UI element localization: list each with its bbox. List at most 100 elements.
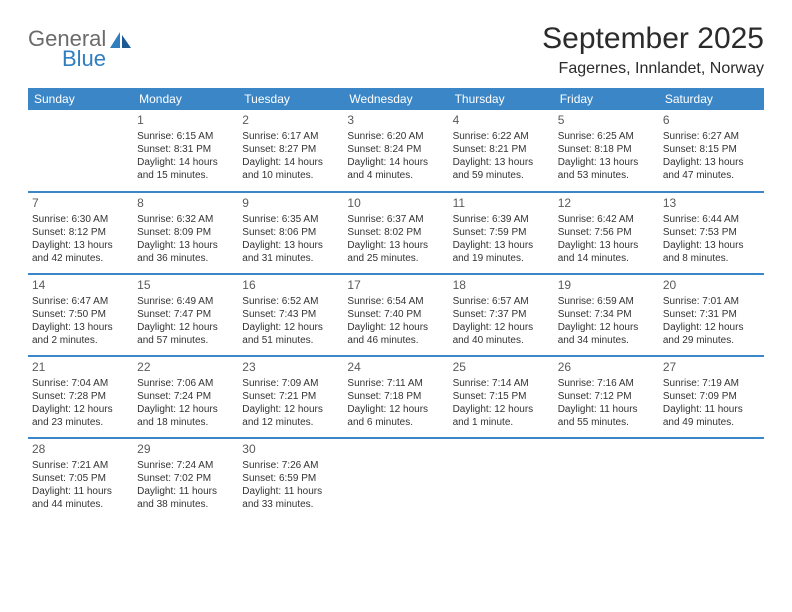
day-number: 8 <box>137 196 234 212</box>
col-saturday: Saturday <box>659 88 764 110</box>
sunset-text: Sunset: 7:34 PM <box>558 308 655 321</box>
daylight-text: Daylight: 11 hours and 55 minutes. <box>558 403 655 429</box>
sunrise-text: Sunrise: 7:11 AM <box>347 377 444 390</box>
sunrise-text: Sunrise: 6:30 AM <box>32 213 129 226</box>
daylight-text: Daylight: 13 hours and 25 minutes. <box>347 239 444 265</box>
daylight-text: Daylight: 13 hours and 8 minutes. <box>663 239 760 265</box>
sunrise-text: Sunrise: 6:32 AM <box>137 213 234 226</box>
day-cell: 13Sunrise: 6:44 AMSunset: 7:53 PMDayligh… <box>659 192 764 274</box>
sunset-text: Sunset: 8:24 PM <box>347 143 444 156</box>
day-cell: 8Sunrise: 6:32 AMSunset: 8:09 PMDaylight… <box>133 192 238 274</box>
daylight-text: Daylight: 12 hours and 46 minutes. <box>347 321 444 347</box>
sunset-text: Sunset: 7:50 PM <box>32 308 129 321</box>
day-number: 15 <box>137 278 234 294</box>
day-cell: 9Sunrise: 6:35 AMSunset: 8:06 PMDaylight… <box>238 192 343 274</box>
sunset-text: Sunset: 7:43 PM <box>242 308 339 321</box>
logo-text: General Blue <box>28 28 106 70</box>
day-cell: 19Sunrise: 6:59 AMSunset: 7:34 PMDayligh… <box>554 274 659 356</box>
daylight-text: Daylight: 11 hours and 33 minutes. <box>242 485 339 511</box>
logo-word-2: Blue <box>62 48 106 70</box>
day-number: 23 <box>242 360 339 376</box>
day-cell <box>28 110 133 192</box>
header: General Blue September 2025 Fagernes, In… <box>28 22 764 78</box>
day-number: 30 <box>242 442 339 458</box>
sunrise-text: Sunrise: 6:27 AM <box>663 130 760 143</box>
sunrise-text: Sunrise: 6:59 AM <box>558 295 655 308</box>
day-cell: 17Sunrise: 6:54 AMSunset: 7:40 PMDayligh… <box>343 274 448 356</box>
day-number: 10 <box>347 196 444 212</box>
sunrise-text: Sunrise: 6:57 AM <box>453 295 550 308</box>
sunset-text: Sunset: 7:53 PM <box>663 226 760 239</box>
day-number: 6 <box>663 113 760 129</box>
daylight-text: Daylight: 12 hours and 18 minutes. <box>137 403 234 429</box>
sunset-text: Sunset: 7:18 PM <box>347 390 444 403</box>
sunset-text: Sunset: 8:06 PM <box>242 226 339 239</box>
day-cell: 27Sunrise: 7:19 AMSunset: 7:09 PMDayligh… <box>659 356 764 438</box>
col-monday: Monday <box>133 88 238 110</box>
daylight-text: Daylight: 13 hours and 2 minutes. <box>32 321 129 347</box>
day-cell: 24Sunrise: 7:11 AMSunset: 7:18 PMDayligh… <box>343 356 448 438</box>
col-tuesday: Tuesday <box>238 88 343 110</box>
week-row: 21Sunrise: 7:04 AMSunset: 7:28 PMDayligh… <box>28 356 764 438</box>
sunrise-text: Sunrise: 6:47 AM <box>32 295 129 308</box>
daylight-text: Daylight: 11 hours and 49 minutes. <box>663 403 760 429</box>
sunset-text: Sunset: 8:02 PM <box>347 226 444 239</box>
daylight-text: Daylight: 13 hours and 31 minutes. <box>242 239 339 265</box>
daylight-text: Daylight: 13 hours and 19 minutes. <box>453 239 550 265</box>
daylight-text: Daylight: 14 hours and 10 minutes. <box>242 156 339 182</box>
day-number: 21 <box>32 360 129 376</box>
week-row: 7Sunrise: 6:30 AMSunset: 8:12 PMDaylight… <box>28 192 764 274</box>
sunset-text: Sunset: 8:27 PM <box>242 143 339 156</box>
sunset-text: Sunset: 7:28 PM <box>32 390 129 403</box>
day-number: 11 <box>453 196 550 212</box>
sunrise-text: Sunrise: 6:54 AM <box>347 295 444 308</box>
day-number: 24 <box>347 360 444 376</box>
sunrise-text: Sunrise: 6:35 AM <box>242 213 339 226</box>
day-cell: 12Sunrise: 6:42 AMSunset: 7:56 PMDayligh… <box>554 192 659 274</box>
daylight-text: Daylight: 12 hours and 51 minutes. <box>242 321 339 347</box>
sunset-text: Sunset: 7:37 PM <box>453 308 550 321</box>
sunrise-text: Sunrise: 6:44 AM <box>663 213 760 226</box>
day-cell: 21Sunrise: 7:04 AMSunset: 7:28 PMDayligh… <box>28 356 133 438</box>
sunrise-text: Sunrise: 6:17 AM <box>242 130 339 143</box>
sunrise-text: Sunrise: 6:37 AM <box>347 213 444 226</box>
sunset-text: Sunset: 7:09 PM <box>663 390 760 403</box>
daylight-text: Daylight: 13 hours and 36 minutes. <box>137 239 234 265</box>
day-number: 1 <box>137 113 234 129</box>
daylight-text: Daylight: 12 hours and 6 minutes. <box>347 403 444 429</box>
daylight-text: Daylight: 12 hours and 12 minutes. <box>242 403 339 429</box>
col-thursday: Thursday <box>449 88 554 110</box>
daylight-text: Daylight: 13 hours and 53 minutes. <box>558 156 655 182</box>
sunrise-text: Sunrise: 7:19 AM <box>663 377 760 390</box>
location-text: Fagernes, Innlandet, Norway <box>542 60 764 78</box>
page-title: September 2025 <box>542 22 764 56</box>
sunset-text: Sunset: 8:21 PM <box>453 143 550 156</box>
daylight-text: Daylight: 13 hours and 42 minutes. <box>32 239 129 265</box>
day-number: 4 <box>453 113 550 129</box>
day-number: 16 <box>242 278 339 294</box>
day-cell: 7Sunrise: 6:30 AMSunset: 8:12 PMDaylight… <box>28 192 133 274</box>
day-cell <box>554 438 659 520</box>
day-number: 20 <box>663 278 760 294</box>
day-cell: 14Sunrise: 6:47 AMSunset: 7:50 PMDayligh… <box>28 274 133 356</box>
sunrise-text: Sunrise: 6:15 AM <box>137 130 234 143</box>
sunset-text: Sunset: 7:59 PM <box>453 226 550 239</box>
daylight-text: Daylight: 12 hours and 57 minutes. <box>137 321 234 347</box>
day-number: 3 <box>347 113 444 129</box>
daylight-text: Daylight: 12 hours and 34 minutes. <box>558 321 655 347</box>
sunset-text: Sunset: 7:31 PM <box>663 308 760 321</box>
sunrise-text: Sunrise: 6:25 AM <box>558 130 655 143</box>
sunrise-text: Sunrise: 7:14 AM <box>453 377 550 390</box>
day-number: 17 <box>347 278 444 294</box>
day-cell: 28Sunrise: 7:21 AMSunset: 7:05 PMDayligh… <box>28 438 133 520</box>
sunrise-text: Sunrise: 7:21 AM <box>32 459 129 472</box>
daylight-text: Daylight: 12 hours and 1 minute. <box>453 403 550 429</box>
header-row: Sunday Monday Tuesday Wednesday Thursday… <box>28 88 764 110</box>
day-cell: 20Sunrise: 7:01 AMSunset: 7:31 PMDayligh… <box>659 274 764 356</box>
sunset-text: Sunset: 8:18 PM <box>558 143 655 156</box>
day-number: 9 <box>242 196 339 212</box>
day-number: 27 <box>663 360 760 376</box>
day-cell: 3Sunrise: 6:20 AMSunset: 8:24 PMDaylight… <box>343 110 448 192</box>
daylight-text: Daylight: 13 hours and 59 minutes. <box>453 156 550 182</box>
day-number: 22 <box>137 360 234 376</box>
